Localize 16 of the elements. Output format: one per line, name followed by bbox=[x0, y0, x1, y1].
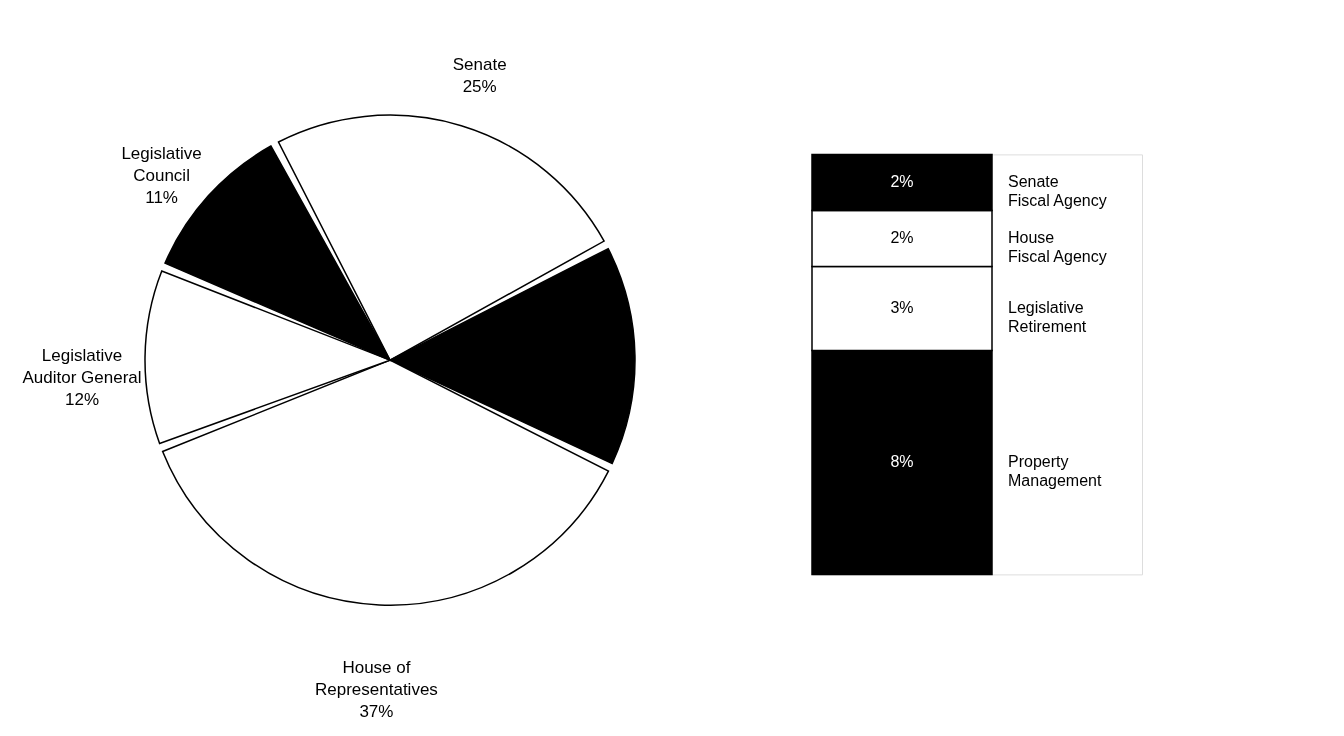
slice-label: Legislative Auditor General bbox=[22, 346, 142, 388]
series-label: House Fiscal Agency bbox=[1008, 229, 1107, 266]
data-label: 8% bbox=[890, 453, 914, 471]
series-label: Property Management bbox=[1008, 453, 1102, 490]
data-label: 3% bbox=[890, 299, 914, 317]
slice-label: Legislative Council bbox=[121, 143, 202, 185]
slice-label: Senate bbox=[452, 55, 507, 75]
data-label: 25% bbox=[462, 77, 497, 97]
data-label: 11% bbox=[145, 187, 178, 207]
series-label: Senate Fiscal Agency bbox=[1008, 173, 1107, 210]
data-label: 37% bbox=[359, 701, 394, 721]
data-label: 2% bbox=[890, 229, 914, 247]
data-label: 12% bbox=[65, 390, 100, 410]
series-label: Legislative Retirement bbox=[1008, 299, 1087, 336]
data-label: 2% bbox=[890, 173, 914, 191]
slice-label: House of Representatives bbox=[315, 657, 438, 699]
